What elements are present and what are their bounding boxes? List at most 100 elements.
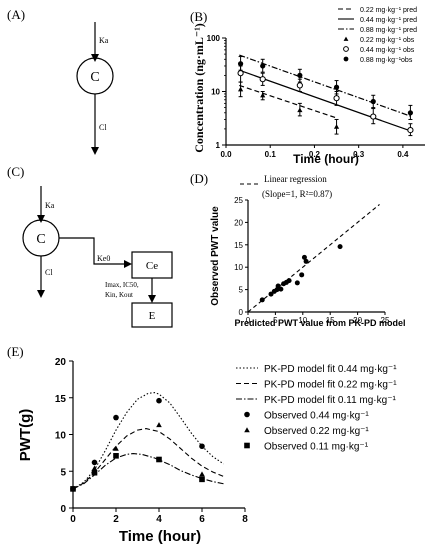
panel-a-label: (A) <box>7 7 25 22</box>
panel-c-effect-compartment-label: Ce <box>146 260 158 272</box>
chart-e-y-tick-label: 15 <box>55 394 67 405</box>
chart-e-series <box>70 392 224 492</box>
chart-b-pred-line <box>239 69 412 132</box>
chart-b-pred-line <box>239 54 412 118</box>
chart-b-legend: 0.22 mg·kg⁻¹ pred 0.44 mg·kg⁻¹ pred 0.88 m… <box>338 7 417 64</box>
chart-d-x-tick-label: 25 <box>381 316 390 325</box>
chart-e-x-tick-label: 2 <box>113 514 119 525</box>
chart-b-point <box>260 92 266 98</box>
chart-b-legend-label: 0.44 mg·kg⁻¹ obs <box>360 47 415 54</box>
chart-b-x-tick-label: 0.4 <box>397 150 409 159</box>
chart-b-pred-line <box>239 84 337 119</box>
chart-e-point <box>113 414 119 421</box>
chart-d-y-tick-label: 25 <box>234 196 243 205</box>
panel-c-compartment-label: C <box>36 232 45 247</box>
chart-e-fit-line <box>72 453 224 490</box>
chart-d-y-tick-label: 10 <box>234 263 243 272</box>
chart-b-point <box>259 76 266 83</box>
chart-e-legend-label: Observed 0.44 mg·kg⁻¹ <box>264 411 369 422</box>
chart-b-point <box>333 95 340 102</box>
chart-d-panel-label: (D) <box>190 171 208 186</box>
panel-c-ke0-label: Ke0 <box>97 254 110 263</box>
chart-d-regression-line <box>247 204 380 313</box>
chart-b-x-tick-label: 0.1 <box>265 150 277 159</box>
chart-b-legend-marker <box>343 46 349 52</box>
panel-a-diagram: (A) Ka C Cl <box>7 7 114 155</box>
panel-c-effect-label: E <box>149 310 156 322</box>
chart-d-point <box>294 280 300 286</box>
chart-d: (D) 0 5 10 15 20 25 0 5 10 15 20 25 Linear regressi… <box>190 171 406 328</box>
chart-b-x-label: Time (hour) <box>293 152 359 166</box>
chart-b-point <box>296 82 303 89</box>
chart-e-point <box>156 397 162 404</box>
chart-e-y-tick-label: 0 <box>60 504 66 515</box>
chart-b-legend-label: 0.88 mg·kg⁻¹ pred <box>360 27 417 34</box>
chart-b-point <box>237 70 244 77</box>
panel-c-diagram: (C) Ka C Cl Ke0 Ce Imax, IC50, Kin, Kout… <box>7 164 173 328</box>
chart-b-point <box>370 113 377 120</box>
panel-c-cl-label: Cl <box>45 268 53 277</box>
chart-e-point <box>156 456 162 463</box>
chart-b-x-tick-label: 0.0 <box>220 150 232 159</box>
chart-d-series <box>247 204 380 313</box>
chart-b-point <box>333 84 340 90</box>
chart-e-legend-label: PK-PD model fit 0.11 mg·kg⁻¹ <box>264 395 396 406</box>
chart-e-point <box>113 445 119 451</box>
chart-b-point <box>407 126 414 134</box>
chart-e-x-tick-label: 4 <box>156 514 162 525</box>
chart-e-x-tick-label: 0 <box>70 514 76 525</box>
chart-e-legend-marker <box>244 411 250 418</box>
chart-d-y-tick-label: 15 <box>234 241 243 250</box>
chart-b-series <box>237 54 414 137</box>
chart-d-x-tick-label: 10 <box>298 316 307 325</box>
chart-e-x-label: Time (hour) <box>119 528 201 545</box>
chart-e-legend-label: Observed 0.22 mg·kg⁻¹ <box>264 426 369 437</box>
chart-b-x-tick-label: 0.2 <box>309 150 321 159</box>
chart-e-legend-marker <box>244 442 250 449</box>
panel-c-params-line1: Imax, IC50, <box>105 281 139 289</box>
chart-b-point <box>237 86 244 92</box>
chart-e-point <box>91 465 98 471</box>
chart-e-y-tick-label: 10 <box>55 431 67 442</box>
chart-d-x-label: Predicted PWT value from PK-PD model <box>234 318 405 328</box>
chart-d-y-tick-label: 5 <box>239 286 244 295</box>
chart-e-legend-label: PK-PD model fit 0.22 mg·kg⁻¹ <box>264 380 397 391</box>
chart-e-point <box>199 476 205 483</box>
chart-d-x-tick-label: 20 <box>353 316 362 325</box>
chart-e-point <box>113 453 119 459</box>
chart-b-point <box>297 72 303 78</box>
chart-d-legend-line1: Linear regression <box>264 174 327 184</box>
chart-e-point <box>91 459 98 466</box>
chart-d-point <box>301 254 307 260</box>
chart-e-point <box>156 422 162 428</box>
chart-b-legend-label: 0.88 mg·kg⁻¹obs <box>360 57 413 64</box>
chart-d-y-tick-label: 0 <box>239 308 244 317</box>
chart-e-legend: PK-PD model fit 0.44 mg·kg⁻¹ PK-PD model … <box>236 364 397 453</box>
chart-b-y-tick-label: 1 <box>216 141 221 150</box>
chart-b: (B) 0.0 0.1 0.2 0.3 0.4 1 10 100 0.22 mg·kg⁻¹ p… <box>190 7 425 166</box>
chart-e-point <box>70 486 76 492</box>
chart-e-legend-marker <box>244 427 250 433</box>
chart-b-legend-marker <box>343 56 349 62</box>
chart-d-x-tick-label: 15 <box>326 316 335 325</box>
chart-e-point <box>199 471 205 477</box>
chart-e-fit-line <box>72 392 224 490</box>
chart-d-point <box>303 258 309 264</box>
chart-e-point <box>199 443 205 450</box>
chart-b-point <box>333 124 340 129</box>
chart-e-y-tick-label: 20 <box>55 357 67 368</box>
chart-d-y-tick-label: 20 <box>234 218 243 227</box>
panel-c-ka-label: Ka <box>45 201 55 210</box>
chart-b-y-label: Concentration (ng·mL⁻¹) <box>192 23 206 153</box>
chart-b-legend-label: 0.22 mg·kg⁻¹ pred <box>360 7 417 14</box>
chart-b-x-tick-label: 0.3 <box>353 150 365 159</box>
chart-e-panel-label: (E) <box>7 344 24 359</box>
chart-b-point <box>370 98 376 105</box>
chart-d-legend-line2: (Slope=1, R²=0.87) <box>262 189 332 199</box>
chart-b-y-tick-label: 10 <box>211 88 220 97</box>
chart-b-point <box>260 63 266 69</box>
chart-d-y-label: Observed PWT value <box>210 206 221 306</box>
chart-e-x-tick-label: 8 <box>242 514 248 525</box>
chart-e-legend-label: PK-PD model fit 0.44 mg·kg⁻¹ <box>264 364 397 375</box>
chart-d-point <box>259 297 265 303</box>
